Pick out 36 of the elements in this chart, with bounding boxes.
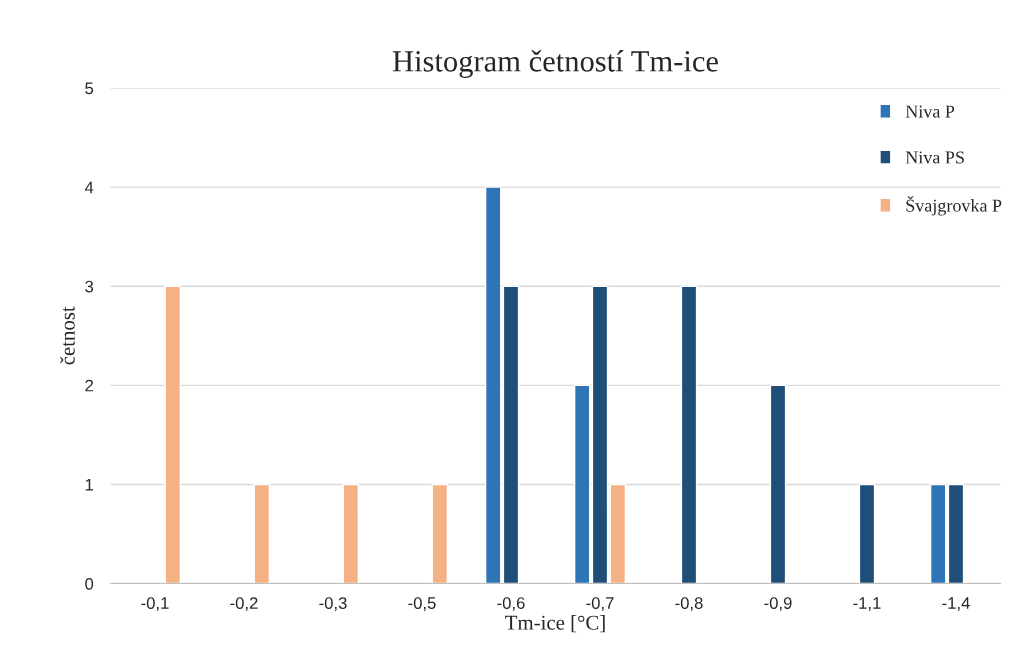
- bar: [164, 285, 182, 584]
- y-tick-label: 1: [85, 479, 93, 491]
- bar: [591, 285, 609, 584]
- x-tick-label: -0,1: [141, 597, 169, 611]
- legend-label: Niva P: [905, 105, 955, 118]
- x-tick-label: -1,1: [853, 597, 881, 611]
- y-tick-label: 3: [85, 280, 94, 293]
- legend-label: Švajgrovka P: [906, 196, 1002, 216]
- x-tick-label: -0,6: [497, 597, 525, 611]
- bar: [680, 285, 698, 584]
- bar: [929, 483, 947, 584]
- x-tick-label: -0,3: [319, 597, 347, 611]
- bar: [484, 186, 502, 584]
- x-axis-title: Tm-ice [°C]: [505, 615, 605, 633]
- y-tick-label: 4: [84, 181, 94, 194]
- bar: [502, 285, 520, 584]
- bar: [431, 483, 449, 584]
- y-axis-title: četnost: [60, 306, 75, 365]
- bar: [573, 384, 591, 584]
- x-tick-label: -1,4: [942, 597, 970, 611]
- x-tick-label: -0,7: [586, 597, 614, 611]
- x-tick-label: -0,9: [764, 597, 792, 611]
- y-tick-label: 5: [85, 82, 94, 95]
- bar: [253, 483, 271, 584]
- bar: [769, 384, 787, 584]
- y-tick-label: 0: [85, 577, 94, 590]
- y-tick-label: 2: [85, 379, 93, 392]
- bar: [342, 483, 360, 584]
- legend-label: Niva PS: [905, 151, 964, 164]
- bar: [609, 483, 627, 584]
- x-tick-label: -0,5: [408, 597, 436, 611]
- x-tick-label: -0,8: [675, 597, 703, 611]
- bar: [947, 483, 965, 584]
- chart-title: Histogram četností Tm-ice: [392, 50, 718, 78]
- bar: [858, 483, 876, 584]
- x-tick-label: -0,2: [230, 597, 258, 611]
